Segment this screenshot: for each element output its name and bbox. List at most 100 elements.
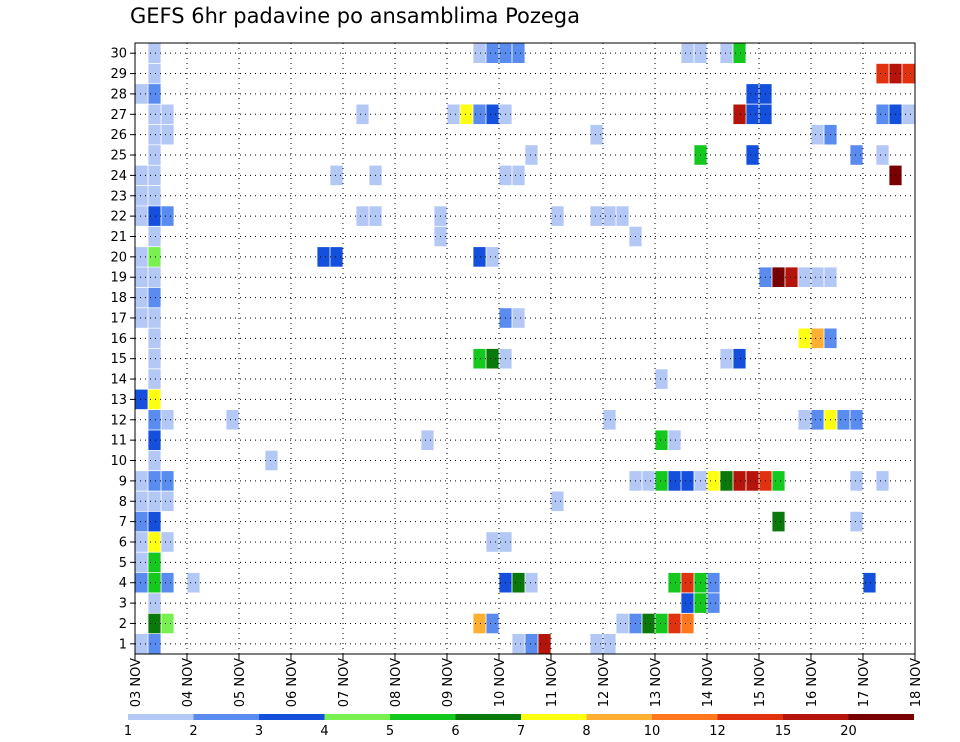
legend-swatch	[259, 714, 325, 720]
heatmap-cell	[850, 410, 863, 430]
heatmap-cell	[161, 613, 174, 634]
y-tick-label: 7	[119, 515, 127, 530]
legend-swatch	[848, 714, 914, 720]
heatmap-cell	[772, 511, 785, 532]
y-tick-label: 23	[110, 189, 127, 204]
heatmap-cell	[135, 389, 148, 410]
heatmap-cell	[512, 634, 525, 654]
y-tick-label: 12	[110, 413, 127, 428]
heatmap-cell	[148, 124, 161, 145]
heatmap-cell	[720, 43, 733, 63]
heatmap-cell	[512, 165, 525, 186]
heatmap-cell	[590, 124, 603, 145]
heatmap-cell	[148, 267, 161, 287]
heatmap-cell	[135, 206, 148, 226]
legend-swatch	[193, 714, 259, 720]
y-tick-label: 26	[110, 128, 127, 143]
legend-swatch	[390, 714, 456, 720]
x-tick-label: 11 NOV	[545, 658, 560, 707]
legend-swatch	[521, 714, 587, 720]
y-tick-label: 15	[110, 352, 127, 367]
legend-label: 5	[386, 724, 394, 739]
heatmap-cell	[226, 410, 239, 430]
heatmap-cell	[681, 572, 694, 593]
heatmap-cell	[161, 532, 174, 552]
heatmap-cell	[135, 84, 148, 104]
heatmap-cell	[668, 430, 681, 450]
heatmap-cell	[850, 145, 863, 165]
heatmap-cell	[733, 104, 746, 125]
heatmap-cells	[135, 43, 915, 654]
y-tick-label: 13	[110, 393, 127, 408]
x-tick-label: 05 NOV	[233, 658, 248, 707]
x-tick-label: 13 NOV	[649, 658, 664, 707]
x-tick-label: 09 NOV	[441, 658, 456, 707]
heatmap-cell	[317, 247, 330, 267]
legend-label: 20	[840, 724, 857, 739]
legend-label: 2	[189, 724, 197, 739]
heatmap-cell	[811, 410, 824, 430]
heatmap-cell	[148, 634, 161, 654]
y-tick-label: 18	[110, 291, 127, 306]
heatmap-cell	[876, 145, 889, 165]
heatmap-cell	[148, 450, 161, 471]
heatmap-cell	[616, 613, 629, 634]
heatmap-cell	[148, 552, 161, 573]
y-tick-label: 27	[110, 108, 127, 123]
legend-swatch	[652, 714, 718, 720]
y-tick-label: 10	[110, 454, 127, 469]
y-tick-label: 29	[110, 67, 127, 82]
heatmap-cell	[265, 450, 278, 471]
heatmap-cell	[876, 104, 889, 125]
legend-label: 3	[255, 724, 263, 739]
heatmap-cell	[148, 348, 161, 369]
legend-label: 15	[775, 724, 792, 739]
heatmap-cell	[356, 206, 369, 226]
heatmap-cell	[603, 634, 616, 654]
heatmap-cell	[486, 613, 499, 634]
heatmap-cell	[603, 206, 616, 226]
legend-label: 1	[124, 724, 132, 739]
heatmap-cell	[512, 43, 525, 63]
x-tick-label: 12 NOV	[597, 658, 612, 707]
heatmap-cell	[668, 613, 681, 634]
heatmap-cell	[148, 247, 161, 267]
legend-swatch	[717, 714, 783, 720]
heatmap-cell	[148, 165, 161, 186]
heatmap-cell	[135, 491, 148, 512]
x-tick-label: 14 NOV	[701, 658, 716, 707]
heatmap-cell	[512, 572, 525, 593]
heatmap-cell	[473, 104, 486, 125]
legend-label: 12	[709, 724, 726, 739]
heatmap-cell	[811, 124, 824, 145]
y-tick-label: 21	[110, 230, 127, 245]
heatmap-cell	[785, 267, 798, 287]
heatmap-cell	[161, 491, 174, 512]
heatmap-cell	[148, 84, 161, 104]
heatmap-cell	[161, 572, 174, 593]
heatmap-cell	[135, 572, 148, 593]
heatmap-cell	[746, 145, 759, 165]
y-tick-label: 28	[110, 87, 127, 102]
heatmap-cell	[850, 471, 863, 491]
heatmap-cell	[538, 634, 551, 654]
heatmap-cell	[447, 104, 460, 125]
heatmap-cell	[655, 430, 668, 450]
heatmap-cell	[148, 430, 161, 450]
heatmap-cell	[616, 206, 629, 226]
heatmap-cell	[798, 410, 811, 430]
heatmap-cell	[148, 206, 161, 226]
heatmap-cell	[876, 471, 889, 491]
y-tick-label: 11	[110, 434, 127, 449]
y-tick-label: 9	[119, 474, 127, 489]
heatmap-cell	[135, 511, 148, 532]
heatmap-cell	[681, 43, 694, 63]
heatmap-cell	[681, 613, 694, 634]
legend-swatch	[586, 714, 652, 720]
x-tick-label: 18 NOV	[909, 658, 924, 707]
heatmap-cell	[798, 328, 811, 349]
heatmap-cell	[746, 104, 759, 125]
heatmap-cell	[421, 430, 434, 450]
heatmap-cell	[148, 613, 161, 634]
